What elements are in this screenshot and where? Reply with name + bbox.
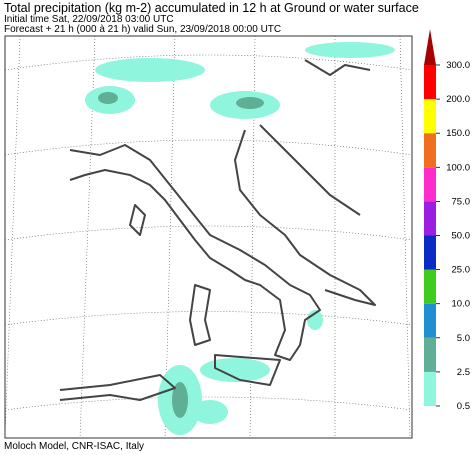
scale-label: 50.0 <box>452 231 471 242</box>
color-band <box>424 167 436 202</box>
color-band <box>424 65 436 100</box>
coastline-north <box>259 59 371 216</box>
color-band <box>424 133 436 168</box>
scale-label: 25.0 <box>452 265 471 276</box>
color-band <box>424 235 436 270</box>
color-band <box>424 269 436 304</box>
scale-label: 300.0 <box>446 60 470 71</box>
color-band <box>424 371 436 406</box>
color-scale: 0.5 2.5 5.0 10.0 25.0 50.0 75.0 100.0 150.0 200.0… <box>424 29 470 412</box>
scale-label: 10.0 <box>452 299 471 310</box>
map <box>4 35 413 439</box>
scale-label: 100.0 <box>446 162 470 173</box>
longitude-lines <box>4 35 411 439</box>
scale-label: 2.5 <box>457 367 470 378</box>
scale-label: 200.0 <box>446 94 470 105</box>
color-band <box>424 99 436 134</box>
initial-time: Initial time Sat, 22/09/2018 03:00 UTC <box>4 14 174 25</box>
precipitation <box>85 42 395 435</box>
color-arrow <box>424 29 436 65</box>
scale-label: 5.0 <box>457 333 470 344</box>
footer: Moloch Model, CNR-ISAC, Italy <box>4 441 144 452</box>
color-band <box>424 303 436 338</box>
scale-label: 150.0 <box>446 128 470 139</box>
title: Total precipitation (kg m-2) accumulated… <box>4 1 419 15</box>
scale-label: 75.0 <box>452 196 471 207</box>
color-band <box>424 337 436 372</box>
scale-label: 0.5 <box>457 401 470 412</box>
forecast-info: Forecast + 21 h (000 à 21 h) valid Sun, … <box>4 24 281 35</box>
coastline <box>59 129 376 401</box>
color-band <box>424 201 436 236</box>
